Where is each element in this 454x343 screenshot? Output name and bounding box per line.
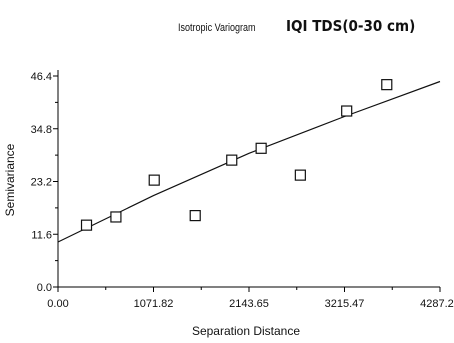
x-tick-label: 2143.65 [229, 298, 269, 310]
data-points [80, 79, 393, 231]
data-point [381, 79, 393, 91]
chart-title-prefix: Isotropic Variogram [178, 22, 256, 34]
y-tick-label: 11.6 [31, 229, 52, 241]
y-tick-label: 46.4 [31, 71, 52, 83]
data-point [294, 169, 306, 181]
x-axis-label: Separation Distance [192, 324, 300, 338]
model-curve-group [57, 80, 441, 243]
x-tick-label: 4287.29 [420, 298, 454, 310]
x-tick-label: 1071.82 [134, 298, 174, 310]
data-point [341, 105, 353, 117]
x-tick-label: 0.00 [47, 298, 68, 310]
model-curve-line [57, 80, 441, 243]
chart-title: Isotropic Variogram IQI TDS(0-30 cm) [0, 14, 454, 42]
data-point [255, 142, 267, 154]
data-point [189, 210, 201, 222]
x-tick-label: 3215.47 [325, 298, 365, 310]
data-point [148, 174, 160, 186]
data-point [226, 154, 238, 166]
chart-title-main: IQI TDS(0-30 cm) [286, 17, 416, 35]
data-point [110, 211, 122, 223]
ticks: 0.0 11.6 23.2 34.8 46.4 0.00 1071.82 2143.65 321… [31, 71, 454, 310]
y-tick-label: 0.0 [37, 282, 52, 294]
y-tick-label: 34.8 [31, 124, 52, 136]
y-axis-label: Semivariance [3, 143, 17, 216]
data-point [80, 219, 93, 231]
y-tick-label: 23.2 [31, 177, 52, 189]
